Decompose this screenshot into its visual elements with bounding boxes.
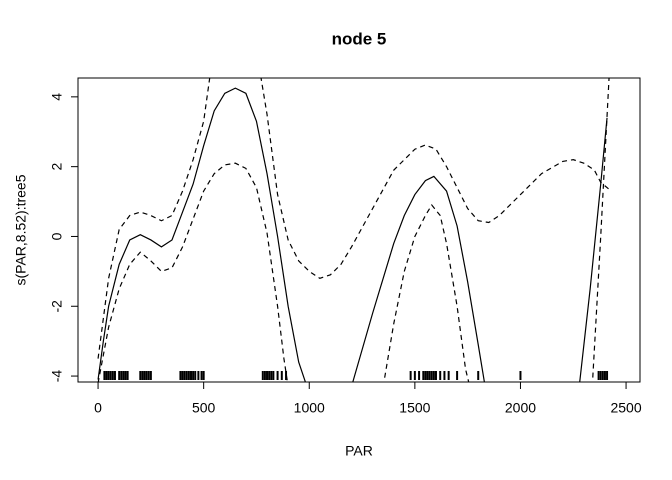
y-tick-label: 0	[49, 232, 65, 240]
x-tick-label: 1500	[399, 400, 430, 416]
x-tick-label: 500	[192, 400, 216, 416]
y-axis-label: s(PAR,8.52):tree5	[13, 174, 29, 285]
plot-frame	[77, 77, 641, 383]
y-tick-label: -4	[49, 370, 65, 383]
x-tick-label: 1000	[294, 400, 325, 416]
series-line	[97, 78, 610, 359]
plot-area	[97, 78, 610, 382]
x-tick-label: 2500	[610, 400, 641, 416]
series-line	[97, 78, 610, 382]
series-line	[97, 87, 608, 382]
y-tick-label: -2	[49, 300, 65, 313]
x-axis-label: PAR	[345, 443, 373, 459]
chart-title: node 5	[332, 29, 387, 48]
x-tick-label: 0	[94, 400, 102, 416]
y-tick-label: 2	[49, 163, 65, 171]
x-tick-label: 2000	[505, 400, 536, 416]
y-tick-label: 4	[49, 93, 65, 101]
